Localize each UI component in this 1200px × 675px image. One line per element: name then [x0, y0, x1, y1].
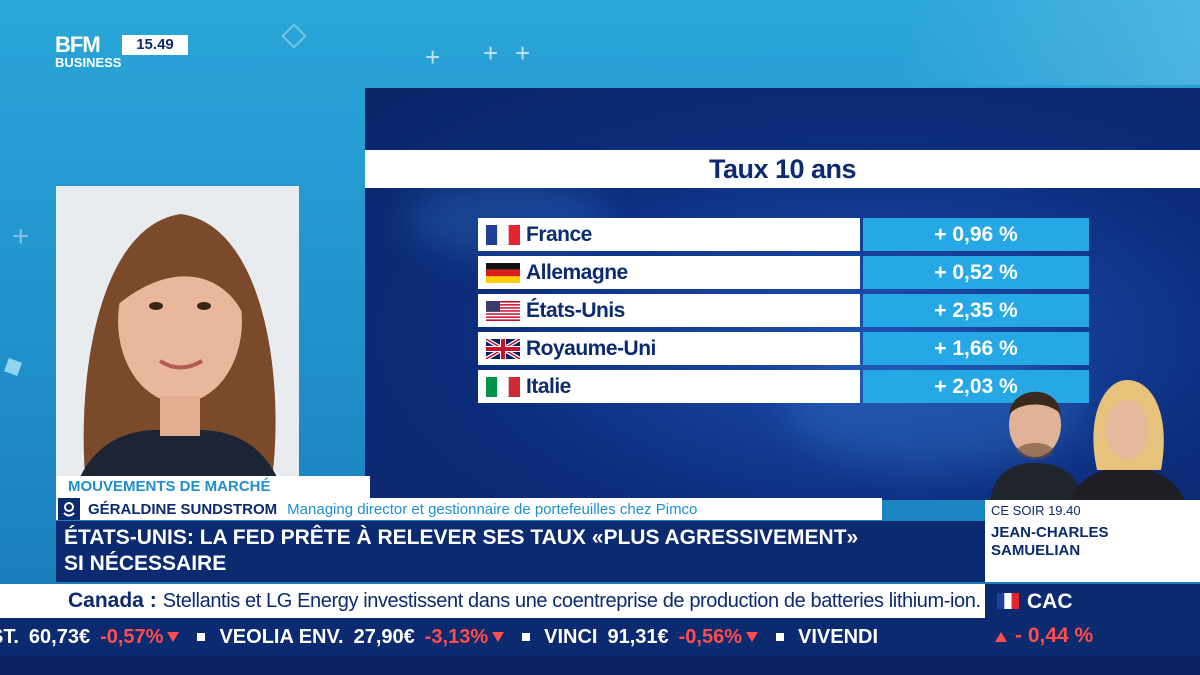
ticker-change: -3,13%: [424, 625, 489, 648]
headline-line2: SI NÉCESSAIRE: [64, 552, 227, 575]
country-name: France: [526, 222, 592, 246]
country-name: Allemagne: [526, 260, 628, 284]
rates-table: France + 0,96 % Allemagne + 0,52 %: [478, 218, 1089, 408]
rate-value: + 1,66 %: [863, 332, 1089, 365]
guest-photo: [56, 186, 299, 486]
clock: 15.49: [122, 35, 188, 55]
ticker-item: VEOLIA ENV. 27,90€ -3,13%: [219, 625, 531, 649]
italy-flag-icon: [486, 376, 520, 397]
down-arrow-icon: [167, 632, 180, 642]
rate-value: + 0,96 %: [863, 218, 1089, 251]
table-row: Allemagne + 0,52 %: [478, 256, 1089, 289]
plus-shape-icon: +: [425, 42, 441, 72]
guest-bar: GÉRALDINE SUNDSTROM Managing director et…: [56, 498, 882, 520]
headline-line1: ÉTATS-UNIS: LA FED PRÊTE À RELEVER SES T…: [64, 526, 859, 549]
headline: ÉTATS-UNIS: LA FED PRÊTE À RELEVER SES T…: [56, 521, 985, 582]
france-flag-icon: [486, 224, 520, 245]
usa-flag-icon: [486, 300, 520, 321]
ticker-change: -0,57%: [100, 625, 164, 648]
chart-title: Taux 10 ans: [365, 150, 1200, 188]
ticker-name: VINCI: [544, 625, 598, 648]
separator-icon: [197, 633, 206, 641]
index-name: CAC: [1027, 590, 1073, 613]
country-cell: Allemagne: [478, 256, 860, 289]
background-decoration: [900, 0, 1200, 85]
news-country: Canada :: [68, 589, 157, 612]
country-name: États-Unis: [526, 298, 625, 322]
country-cell: États-Unis: [478, 294, 860, 327]
tonight-time: CE SOIR 19.40: [991, 503, 1081, 518]
tonight-presenter: JEAN-CHARLES SAMUELIAN: [991, 524, 1109, 560]
table-row: Royaume-Uni + 1,66 %: [478, 332, 1089, 365]
plus-shape-icon: +: [483, 38, 499, 68]
diamond-shape-icon: [4, 358, 22, 376]
ticker-change: -0,56%: [678, 625, 743, 648]
country-cell: France: [478, 218, 860, 251]
cac-index-box: CAC - 0,44 %: [985, 584, 1200, 656]
ticker-item: VIVENDI: [798, 626, 878, 649]
down-arrow-icon: [746, 632, 759, 642]
ticker-item: ST. 60,73€ -0,57%: [0, 625, 206, 649]
stock-ticker: ST. 60,73€ -0,57% VEOLIA ENV. 27,90€ -3,…: [0, 618, 985, 656]
bfm-business-logo: BFM BUSINESS: [55, 32, 122, 74]
plus-shape-icon: +: [12, 220, 30, 253]
logo-line1: BFM: [55, 32, 101, 57]
ticker-name: ST.: [0, 625, 19, 648]
tonight-box: CE SOIR 19.40 JEAN-CHARLES SAMUELIAN: [985, 500, 1200, 582]
country-name: Italie: [526, 374, 571, 398]
trend-arrow-icon: [995, 632, 1007, 642]
ticker-price: 60,73€: [28, 625, 91, 648]
rate-value: + 2,03 %: [863, 370, 1089, 403]
segment-tag: MOUVEMENTS DE MARCHÉ: [56, 476, 370, 498]
news-strip: Canada : Stellantis et LG Energy investi…: [0, 584, 985, 618]
guest-role: Managing director et gestionnaire de por…: [287, 500, 698, 518]
news-text: Stellantis et LG Energy investissent dan…: [162, 589, 981, 612]
country-cell: Royaume-Uni: [478, 332, 860, 365]
rate-value: + 2,35 %: [863, 294, 1089, 327]
separator-icon: [776, 633, 785, 641]
separator-icon: [522, 633, 531, 641]
uk-flag-icon: [486, 338, 520, 359]
microphone-icon: [58, 498, 80, 520]
ticker-price: 91,31€: [607, 625, 669, 648]
table-row: France + 0,96 %: [478, 218, 1089, 251]
down-arrow-icon: [492, 632, 505, 642]
plus-shape-icon: +: [515, 38, 531, 68]
guest-name: GÉRALDINE SUNDSTROM: [88, 500, 278, 518]
presenter-name-line1: JEAN-CHARLES: [991, 524, 1109, 541]
diamond-shape-icon: [281, 23, 307, 49]
table-row: Italie + 2,03 %: [478, 370, 1089, 403]
table-row: États-Unis + 2,35 %: [478, 294, 1089, 327]
logo-line2: BUSINESS: [55, 55, 122, 70]
ticker-name: VEOLIA ENV.: [219, 625, 344, 648]
country-cell: Italie: [478, 370, 860, 403]
presenters-photo: [985, 375, 1200, 500]
country-name: Royaume-Uni: [526, 336, 656, 360]
bottom-strip: [0, 656, 1200, 675]
presenter-name-line2: SAMUELIAN: [991, 542, 1081, 559]
rate-value: + 0,52 %: [863, 256, 1089, 289]
france-flag-icon: [997, 593, 1019, 614]
ticker-item: VINCI 91,31€ -0,56%: [544, 625, 785, 649]
ticker-price: 27,90€: [353, 625, 415, 648]
index-change: - 0,44 %: [1015, 624, 1094, 647]
germany-flag-icon: [486, 262, 520, 283]
ticker-name: VIVENDI: [798, 625, 879, 648]
